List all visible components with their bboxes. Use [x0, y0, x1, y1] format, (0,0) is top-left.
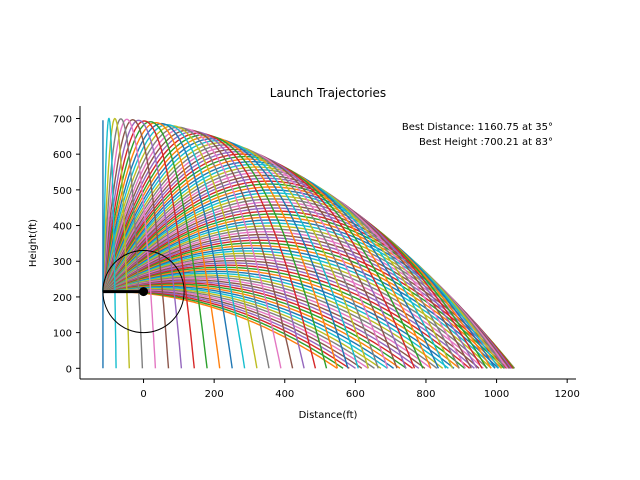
- trajectory-line: [102, 121, 208, 369]
- trajectory-line: [102, 247, 499, 369]
- x-tick-label: 400: [275, 389, 294, 400]
- axes-group: [79, 106, 576, 380]
- trajectory-line: [102, 284, 401, 369]
- trajectory-line: [102, 171, 467, 369]
- y-tick-label: 100: [53, 329, 72, 340]
- trajectory-line: [102, 130, 305, 369]
- trajectory-line: [102, 264, 471, 369]
- y-tick-label: 200: [53, 293, 72, 304]
- y-tick-label: 300: [53, 257, 72, 268]
- y-tick-label: 700: [53, 114, 72, 125]
- trajectory-line: [102, 276, 438, 369]
- trajectory-line: [102, 257, 484, 369]
- trajectory-line: [102, 119, 183, 369]
- x-tick-label: 200: [205, 389, 224, 400]
- trajectory-line: [102, 132, 317, 369]
- chart-title: Launch Trajectories: [270, 86, 386, 100]
- trajectory-line: [102, 123, 246, 369]
- y-tick-label: 500: [53, 186, 72, 197]
- arm-path-circle: [102, 250, 185, 334]
- trajectory-line: [102, 118, 144, 369]
- trajectory-line: [102, 287, 382, 369]
- trajectory-line: [102, 225, 515, 369]
- trajectory-line: [102, 283, 407, 369]
- trajectory-line: [102, 252, 492, 369]
- x-tick-label: 800: [416, 389, 435, 400]
- trajectory-line: [102, 125, 258, 369]
- y-tick-label: 600: [53, 150, 72, 161]
- trajectory-line: [102, 117, 117, 369]
- trajectory-series-group: [102, 117, 516, 369]
- x-tick-label: 0: [140, 389, 146, 400]
- trajectory-line: [102, 228, 514, 369]
- x-tick-label: 1000: [484, 389, 509, 400]
- trajectory-line: [102, 189, 496, 369]
- trajectory-line: [102, 118, 170, 369]
- trajectory-line: [102, 259, 480, 369]
- y-axis-title: Height(ft): [28, 219, 39, 267]
- trajectory-line: [102, 285, 395, 369]
- arm-pivot-point: [139, 287, 149, 297]
- trajectory-line: [102, 277, 432, 369]
- ticks-group: 0 200 400 600 800 1000 1200 0 100 200 300 400 500 600…: [53, 114, 580, 400]
- trajectory-line: [102, 268, 460, 369]
- trajectory-line: [102, 262, 475, 369]
- trajectory-line: [102, 117, 130, 369]
- trajectory-line: [102, 126, 270, 369]
- y-tick-label: 400: [53, 222, 72, 233]
- trajectory-line: [102, 282, 414, 369]
- x-tick-label: 600: [346, 389, 365, 400]
- trajectory-line: [102, 174, 472, 369]
- trajectory-line: [102, 195, 503, 369]
- y-tick-label: 0: [66, 364, 72, 375]
- trajectory-line: [102, 166, 454, 369]
- best-distance-annotation: Best Distance: 1160.75 at 35°: [402, 122, 553, 133]
- trajectory-line: [102, 122, 233, 369]
- trajectory-line: [102, 129, 294, 369]
- best-height-annotation: Best Height :700.21 at 83°: [419, 137, 553, 148]
- trajectory-line: [102, 118, 157, 369]
- trajectory-line: [102, 120, 195, 369]
- trajectory-line: [102, 192, 500, 369]
- trajectory-line: [102, 255, 488, 369]
- launch-arm-group: [102, 250, 185, 334]
- trajectory-line: [102, 266, 466, 369]
- x-tick-label: 1200: [554, 389, 579, 400]
- trajectory-line: [102, 279, 426, 369]
- trajectory-line: [102, 169, 460, 369]
- x-axis-title: Distance(ft): [299, 410, 358, 421]
- trajectory-line: [102, 186, 492, 369]
- trajectory-line: [102, 274, 444, 369]
